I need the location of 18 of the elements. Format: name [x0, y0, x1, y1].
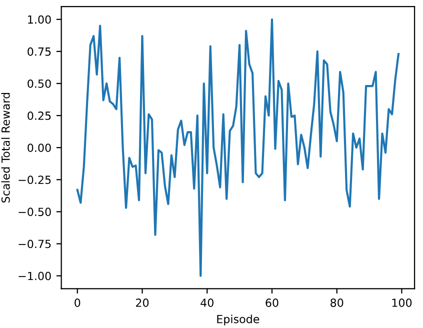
x-tick-label: 20	[136, 298, 149, 307]
y-tick-label: −0.25	[18, 176, 51, 184]
x-tick-label: 80	[330, 298, 344, 307]
y-tick-label: 0.25	[28, 112, 51, 120]
y-axis-title: Scaled Total Reward	[1, 92, 10, 203]
x-tick-label: 100	[392, 298, 412, 307]
y-tick-label: −1.00	[18, 272, 51, 280]
x-axis-title: Episode	[217, 314, 260, 326]
x-tick-label: 40	[200, 298, 214, 307]
x-tick-label: 0	[74, 298, 80, 307]
y-tick-label: 0.75	[28, 47, 51, 56]
y-tick-label: −0.50	[18, 208, 51, 216]
y-tick-label: −0.75	[18, 240, 51, 248]
line-series	[76, 18, 400, 277]
x-tick-label: 60	[266, 298, 278, 307]
y-tick-label: 0.50	[28, 79, 51, 88]
y-tick-label: 0.00	[28, 144, 51, 152]
y-tick-label: 1.00	[28, 15, 51, 24]
